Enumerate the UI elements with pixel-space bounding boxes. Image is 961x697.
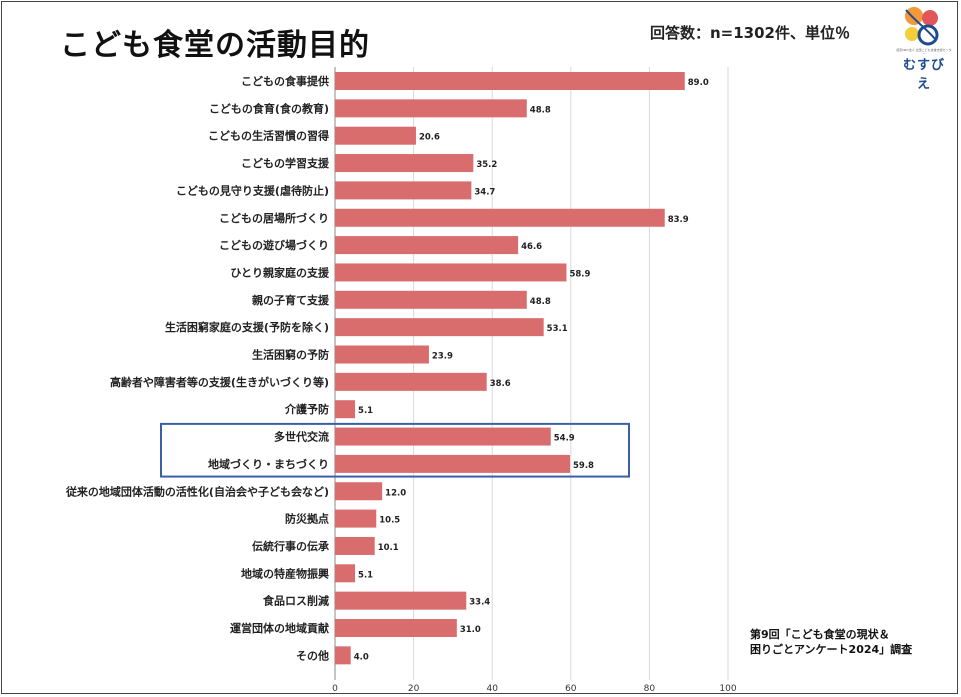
category-label: ひとり親家庭の支援 — [230, 265, 330, 279]
musubie-logo-icon — [905, 7, 939, 46]
source-note: 第9回「こども食堂の現状＆ 困りごとアンケート2024」調査 — [750, 627, 912, 657]
category-label: その他 — [296, 648, 329, 662]
logo-text: むすびえ — [902, 58, 945, 92]
category-label: 多世代交流 — [274, 430, 329, 444]
bar — [335, 290, 527, 309]
value-label: 46.6 — [521, 242, 542, 252]
value-label: 38.6 — [490, 379, 511, 389]
category-label: こどもの遊び場づくり — [219, 238, 329, 252]
value-label: 59.8 — [573, 461, 594, 471]
bar — [335, 564, 356, 583]
category-label: こどもの食育(食の教育) — [209, 101, 329, 115]
x-tick-label: 20 — [408, 684, 420, 694]
value-label: 31.0 — [460, 625, 481, 635]
value-label: 83.9 — [668, 215, 689, 225]
value-label: 89.0 — [688, 78, 709, 88]
bar — [335, 646, 351, 665]
category-label: 運営団体の地域貢献 — [230, 621, 329, 635]
logo-stroke — [905, 9, 937, 41]
x-tick-label: 80 — [644, 684, 656, 694]
category-label: 生活困窮の予防 — [252, 348, 329, 362]
category-label: 親の子育て支援 — [252, 293, 330, 307]
highlight-box — [160, 422, 630, 478]
bar — [335, 208, 665, 227]
bar — [335, 263, 567, 282]
value-label: 10.5 — [379, 516, 400, 526]
bar — [335, 99, 527, 118]
value-label: 34.7 — [474, 187, 495, 197]
bar — [335, 181, 472, 200]
value-label: 54.9 — [554, 434, 575, 444]
bar — [335, 454, 571, 473]
value-label: 48.8 — [530, 105, 551, 115]
value-label: 10.1 — [378, 543, 399, 553]
bar — [335, 72, 685, 90]
category-label: こどもの見守り支援(虐待防止) — [176, 183, 329, 197]
value-label: 4.0 — [354, 652, 369, 662]
category-label: 介護予防 — [284, 402, 329, 416]
category-label: 地域づくり・まちづくり — [208, 457, 329, 471]
source-line-1: 第9回「こども食堂の現状＆ — [750, 628, 890, 641]
logo-circle-orange — [905, 7, 923, 25]
source-line-2: 困りごとアンケート2024」調査 — [750, 643, 913, 656]
bar — [335, 619, 457, 637]
bar — [335, 318, 544, 337]
category-label: 地域の特産物振興 — [241, 566, 329, 580]
category-label: こどもの食事提供 — [241, 74, 329, 88]
value-label: 53.1 — [547, 324, 568, 334]
bar — [335, 509, 377, 528]
value-label: 48.8 — [530, 297, 551, 307]
bar — [335, 400, 356, 419]
logo-circle-blue — [917, 24, 939, 46]
category-label: 防災拠点 — [285, 512, 329, 526]
value-label: 35.2 — [476, 160, 497, 170]
category-label: こどもの居場所づくり — [219, 211, 329, 225]
value-label: 5.1 — [358, 406, 373, 416]
category-label: 伝統行事の伝承 — [252, 539, 330, 553]
category-label: 食品ロス削減 — [263, 594, 329, 608]
bar — [335, 236, 519, 255]
bar — [335, 345, 429, 364]
bar — [335, 427, 551, 446]
category-label: 高齢者や障害者等の支援(生きがいづくり等) — [110, 375, 329, 389]
logo-circle-red — [922, 10, 938, 26]
value-label: 12.0 — [385, 488, 406, 498]
logo-circle-yellow — [905, 27, 919, 41]
page-title: こども食堂の活動目的 — [60, 28, 370, 63]
value-label: 20.6 — [419, 133, 440, 143]
value-label: 58.9 — [569, 269, 590, 279]
category-label: こどもの学習支援 — [241, 156, 330, 170]
bar — [335, 482, 383, 501]
value-label: 33.4 — [469, 598, 490, 608]
value-label: 5.1 — [358, 570, 373, 580]
category-label: 生活困窮家庭の支援(予防を除く) — [165, 320, 329, 334]
bar — [335, 372, 487, 391]
bar — [335, 591, 467, 610]
category-label: 従来の地域団体活動の活性化(自治会や子ども会など) — [65, 484, 329, 498]
x-tick-label: 60 — [565, 684, 577, 694]
bar — [335, 154, 474, 173]
bar — [335, 126, 416, 145]
x-tick-label: 0 — [332, 684, 338, 694]
bar — [335, 536, 375, 555]
x-tick-label: 100 — [719, 684, 736, 694]
x-tick-label: 40 — [486, 684, 498, 694]
category-label: こどもの生活習慣の習得 — [208, 129, 329, 143]
value-label: 23.9 — [432, 352, 453, 362]
chart-subtitle: 回答数：n=1302件、単位％ — [650, 24, 850, 42]
logo-subtext: 認定NPO法人 全国こども食堂支援センター — [896, 48, 952, 56]
